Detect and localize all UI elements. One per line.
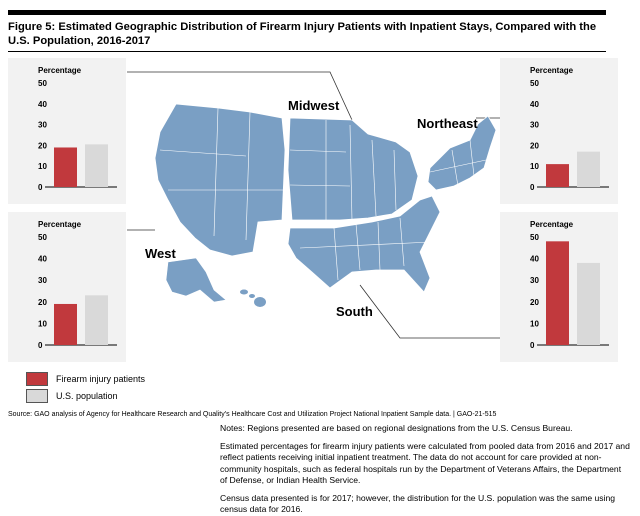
notes-block: Notes: Regions presented are based on re… [220,423,630,516]
y-tick-label: 0 [38,341,43,350]
title-top-rule [8,10,606,15]
y-axis-label: Percentage [38,220,82,229]
bar-population [577,262,600,345]
y-tick-label: 10 [530,162,539,171]
chart-panel-south: Percentage 0 10 20 30 40 50 [500,212,618,362]
note-paragraph: Estimated percentages for firearm injury… [220,440,630,486]
y-tick-label: 30 [38,121,47,130]
y-tick-label: 20 [38,141,47,150]
note-paragraph: Notes: Regions presented are based on re… [220,423,573,433]
map-hawaii [240,289,266,307]
y-tick-label: 30 [530,121,539,130]
chart-panel-northeast: Percentage 0 10 20 30 40 50 [500,58,618,204]
map-south-borders [299,217,433,281]
y-tick-label: 20 [530,141,539,150]
bar-population [85,144,108,187]
chart-panel-midwest: Percentage 0 10 20 30 40 50 [8,58,126,204]
y-tick-label: 30 [530,276,539,285]
y-tick-label: 30 [38,276,47,285]
y-axis-label: Percentage [530,220,574,229]
note-paragraph: Census data presented is for 2017; howev… [220,492,616,515]
y-tick-label: 50 [530,233,539,242]
region-label-south: South [336,304,373,319]
y-tick-label: 0 [530,341,535,350]
y-tick-label: 10 [38,162,47,171]
y-tick-label: 10 [38,319,47,328]
legend-swatch-firearm [26,372,48,386]
y-tick-label: 40 [530,100,539,109]
y-tick-label: 50 [38,233,47,242]
bar-firearm [54,303,77,345]
legend-label-firearm: Firearm injury patients [56,374,146,384]
bar-chart-west: Percentage 0 10 20 30 40 50 [38,220,117,350]
region-label-west: West [145,246,176,261]
y-tick-label: 10 [530,319,539,328]
legend-swatch-population [26,389,48,403]
map-region-west [154,103,286,257]
map-region-midwest [287,117,419,221]
y-tick-label: 50 [38,79,47,88]
region-label-midwest: Midwest [288,98,340,113]
connector-south [359,284,500,339]
map-alaska [165,257,227,303]
title-bottom-rule [8,51,606,52]
connector-midwest [127,71,353,121]
y-tick-label: 40 [530,255,539,264]
bar-firearm [546,164,569,187]
y-axis-label: Percentage [530,66,574,75]
bar-firearm [54,147,77,187]
y-axis-label: Percentage [38,66,82,75]
map-northeast-borders [429,139,487,187]
bar-population [577,151,600,187]
legend-label-population: U.S. population [56,391,118,401]
map-midwest-borders [289,120,397,221]
y-tick-label: 0 [38,183,43,192]
chart-panel-west: Percentage 0 10 20 30 40 50 [8,212,126,362]
source-note: Source: GAO analysis of Agency for Healt… [8,411,497,418]
figure-title: Figure 5: Estimated Geographic Distribut… [8,21,597,47]
y-tick-label: 0 [530,183,535,192]
bar-chart-south: Percentage 0 10 20 30 40 50 [530,220,609,350]
bar-chart-northeast: Percentage 0 10 20 30 40 50 [530,66,609,192]
bar-firearm [546,241,569,345]
bar-chart-midwest: Percentage 0 10 20 30 40 50 [38,66,117,192]
y-tick-label: 20 [38,298,47,307]
bar-population [85,295,108,345]
region-label-northeast: Northeast [417,116,478,131]
y-tick-label: 20 [530,298,539,307]
y-tick-label: 40 [38,100,47,109]
y-tick-label: 50 [530,79,539,88]
map-region-south [287,195,441,293]
y-tick-label: 40 [38,255,47,264]
map-west-borders [159,107,284,241]
